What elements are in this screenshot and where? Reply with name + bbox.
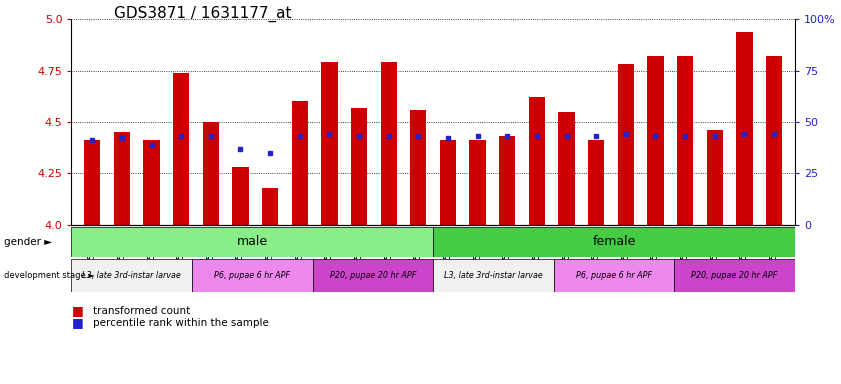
Text: P6, pupae 6 hr APF: P6, pupae 6 hr APF — [214, 271, 290, 280]
Bar — [433, 259, 553, 292]
Text: transformed count: transformed count — [93, 306, 190, 316]
Bar — [617, 65, 634, 225]
Text: GDS3871 / 1631177_at: GDS3871 / 1631177_at — [114, 6, 291, 22]
Bar — [262, 188, 278, 225]
Bar — [706, 130, 723, 225]
Bar — [469, 141, 486, 225]
Bar — [433, 227, 795, 257]
Text: female: female — [592, 235, 636, 248]
Bar — [677, 56, 693, 225]
Bar — [192, 259, 313, 292]
Bar — [499, 136, 516, 225]
Bar — [553, 259, 674, 292]
Bar — [529, 97, 545, 225]
Text: L3, late 3rd-instar larvae: L3, late 3rd-instar larvae — [444, 271, 542, 280]
Bar — [380, 62, 397, 225]
Bar — [173, 73, 189, 225]
Bar — [143, 141, 160, 225]
Bar — [558, 112, 574, 225]
Text: male: male — [236, 235, 268, 248]
Text: P20, pupae 20 hr APF: P20, pupae 20 hr APF — [330, 271, 416, 280]
Bar — [736, 31, 753, 225]
Text: P20, pupae 20 hr APF: P20, pupae 20 hr APF — [691, 271, 778, 280]
Bar — [588, 141, 605, 225]
Bar — [292, 101, 308, 225]
Bar — [410, 109, 426, 225]
Bar — [232, 167, 249, 225]
Bar — [321, 62, 337, 225]
Bar — [674, 259, 795, 292]
Bar — [71, 259, 192, 292]
Bar — [71, 227, 433, 257]
Text: development stage ►: development stage ► — [4, 271, 95, 280]
Text: ■: ■ — [71, 305, 83, 318]
Text: L3, late 3rd-instar larvae: L3, late 3rd-instar larvae — [82, 271, 181, 280]
Text: P6, pupae 6 hr APF: P6, pupae 6 hr APF — [576, 271, 652, 280]
Text: percentile rank within the sample: percentile rank within the sample — [93, 318, 268, 328]
Bar — [351, 108, 368, 225]
Bar — [648, 56, 664, 225]
Bar — [313, 259, 433, 292]
Bar — [203, 122, 219, 225]
Bar — [84, 141, 100, 225]
Text: gender ►: gender ► — [4, 237, 52, 247]
Bar — [440, 141, 456, 225]
Bar — [114, 132, 130, 225]
Text: ■: ■ — [71, 316, 83, 329]
Bar — [766, 56, 782, 225]
